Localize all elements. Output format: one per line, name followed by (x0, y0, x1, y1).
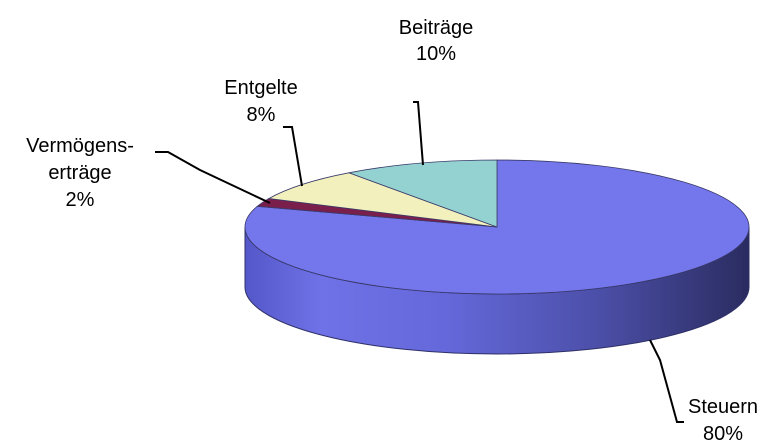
leader-line-entgelte (283, 126, 303, 187)
pie-top (244, 159, 750, 295)
slice-label-entgelte-name: Entgelte (224, 77, 297, 99)
slice-label-steuern-name: Steuern (688, 396, 758, 418)
slice-label-steuern-value: 80% (703, 423, 743, 443)
leader-line-steuern (649, 339, 684, 423)
slice-label-beitraege-value: 10% (416, 43, 456, 65)
pie-slice-entgelte (267, 172, 498, 228)
pie-slice-beitrge (347, 159, 498, 228)
slice-label-beitraege-name: Beiträge (399, 17, 474, 39)
slice-label-vermoegen-line1: Vermögens- (26, 135, 134, 157)
slice-label-entgelte-value: 8% (247, 104, 276, 126)
leader-lines (155, 101, 684, 423)
slice-label-vermoegen-line2: erträge (48, 162, 111, 184)
slice-labels: Steuern 80% Vermögens- erträge 2% Entgel… (26, 17, 758, 443)
slice-label-vermoegen-value: 2% (66, 189, 95, 211)
leader-line-vermoegensertraege (155, 151, 271, 204)
leader-line-beitraege (413, 101, 424, 166)
